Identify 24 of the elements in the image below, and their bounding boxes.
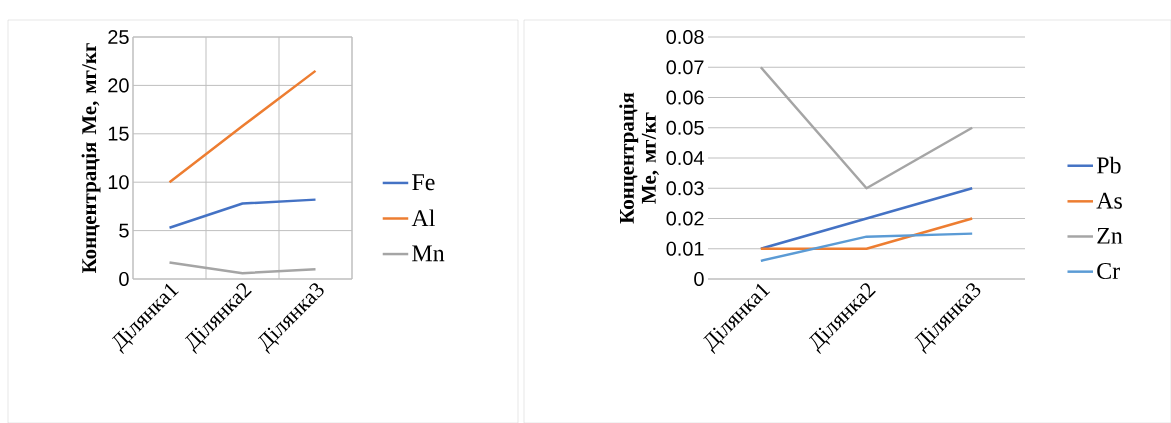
y-tick-label: 0.05 xyxy=(666,120,704,135)
y-tick-label: 0.06 xyxy=(666,90,704,105)
y-tick-label: 0.03 xyxy=(666,181,704,196)
legend-label: Fe xyxy=(412,174,435,191)
legend-label: Al xyxy=(411,209,435,227)
y-tick-label: 20 xyxy=(108,78,129,93)
y-tick-label: 0.01 xyxy=(666,241,704,256)
y-tick-label: 5 xyxy=(119,223,129,238)
y-tick-label: 10 xyxy=(108,175,129,190)
y-tick-label: 0.02 xyxy=(666,211,704,226)
legend-label: Cr xyxy=(1097,263,1120,280)
legend-label: As xyxy=(1096,192,1122,209)
y-tick-label: 0.04 xyxy=(666,150,704,166)
y-tick-label: 15 xyxy=(108,126,129,141)
y-tick-label: 0 xyxy=(119,271,129,287)
legend-label: Pb xyxy=(1096,156,1121,174)
y-axis-title: Концентрація Ме, мг/кг xyxy=(619,92,659,224)
legend-label: Zn xyxy=(1097,227,1123,244)
y-tick-label: 0.07 xyxy=(666,60,704,75)
y-tick-label: 0 xyxy=(694,271,704,287)
legend-label: Mn xyxy=(412,245,445,262)
y-tick-label: 25 xyxy=(108,29,129,45)
y-tick-label: 0.08 xyxy=(666,29,704,45)
y-axis-title: Концентрація Ме, мг/кг xyxy=(81,43,101,274)
